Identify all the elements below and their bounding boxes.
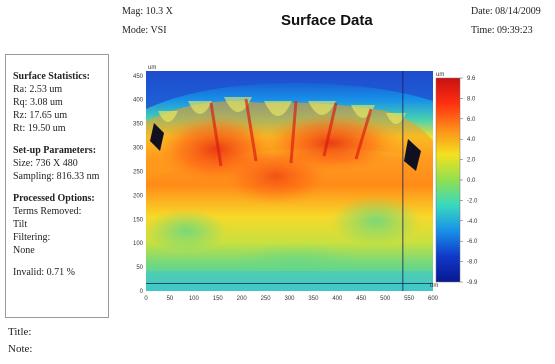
invalid-row: Invalid: 0.71 %	[13, 267, 75, 278]
x-tick-label: 250	[261, 296, 272, 302]
processed-options-heading: Processed Options:	[13, 193, 95, 204]
surface-statistics-heading: Surface Statistics:	[13, 71, 90, 82]
statistics-panel: Surface Statistics: Ra: 2.53 um Rq: 3.08…	[5, 54, 109, 318]
x-tick-label: 50	[167, 296, 174, 302]
colorbar-tick-label: -4.0	[467, 219, 478, 225]
y-tick-label: 200	[133, 193, 144, 199]
note-label: Note:	[8, 343, 33, 355]
surface-map[interactable]	[146, 71, 433, 291]
surface-height-map	[146, 71, 433, 291]
date-value: 08/14/2009	[495, 6, 541, 17]
x-tick-label: 100	[189, 296, 200, 302]
colorbar: um 9.6 8.0 6.0 4.0 2.0 0.0 -2.0 -4.0 -6.0 -8.0 -9.…	[435, 72, 478, 286]
y-tick-label: 300	[133, 146, 144, 152]
x-axis: 0 50 100 150 200 250 300 350 400 450 500 550 600	[144, 296, 438, 302]
colorbar-tick-label: 9.6	[467, 76, 476, 82]
x-tick-label: 450	[356, 296, 367, 302]
x-tick-label: 350	[308, 296, 319, 302]
colorbar-tick-label: -8.0	[467, 260, 478, 266]
page-title: Surface Data	[281, 12, 373, 29]
colorbar-scale	[435, 77, 461, 283]
stat-rq: Rq: 3.08 um	[13, 97, 63, 108]
x-tick-label: 300	[284, 296, 295, 302]
colorbar-tick-label: 8.0	[467, 96, 476, 102]
filtering-label: Filtering:	[13, 232, 51, 243]
y-axis: 0 50 100 150 200 250 300 350 400 450	[133, 74, 144, 295]
y-tick-label: 0	[140, 289, 144, 295]
x-tick-label: 550	[404, 296, 415, 302]
stat-ra: Ra: 2.53 um	[13, 84, 63, 95]
stat-rz: Rz: 17.65 um	[13, 110, 68, 121]
filtering-value: None	[13, 245, 35, 256]
x-tick-label: 0	[144, 296, 148, 302]
x-tick-label: 600	[428, 296, 439, 302]
y-tick-label: 150	[133, 217, 144, 223]
mode-value: VSI	[150, 25, 167, 36]
mode-readout: Mode: VSI	[122, 25, 167, 36]
mag-readout: Mag: 10.3 X	[122, 6, 173, 17]
colorbar-tick-label: 6.0	[467, 117, 476, 123]
cursor-crosshair[interactable]	[146, 71, 433, 291]
time-readout: Time: 09:39:23	[471, 25, 533, 36]
time-value: 09:39:23	[497, 25, 533, 36]
stat-rt: Rt: 19.50 um	[13, 123, 66, 134]
y-tick-label: 50	[136, 265, 143, 271]
colorbar-tick-label: -2.0	[467, 198, 478, 204]
setup-parameters-heading: Set-up Parameters:	[13, 145, 97, 156]
y-tick-label: 250	[133, 169, 144, 175]
date-readout: Date: 08/14/2009	[471, 6, 541, 17]
size-row: Size: 736 X 480	[13, 158, 78, 169]
terms-removed-label: Terms Removed:	[13, 206, 82, 217]
colorbar-tick-label: -6.0	[467, 239, 478, 245]
sampling-row: Sampling: 816.33 nm	[13, 171, 100, 182]
title-label: Title:	[8, 326, 32, 338]
y-tick-label: 100	[133, 241, 144, 247]
y-tick-label: 350	[133, 122, 144, 128]
y-tick-label: 450	[133, 74, 144, 80]
colorbar-tick-label: 4.0	[467, 137, 476, 143]
x-tick-label: 200	[237, 296, 248, 302]
terms-removed-value: Tilt	[13, 219, 28, 230]
x-tick-label: 150	[213, 296, 224, 302]
colorbar-tick-label: 2.0	[467, 158, 476, 164]
x-tick-label: 500	[380, 296, 391, 302]
y-tick-label: 400	[133, 98, 144, 104]
x-tick-label: 400	[332, 296, 343, 302]
mag-value: 10.3 X	[145, 6, 173, 17]
colorbar-unit: um	[436, 72, 444, 78]
colorbar-tick-label: 0.0	[467, 178, 476, 184]
colorbar-tick-label: -9.9	[467, 280, 478, 286]
